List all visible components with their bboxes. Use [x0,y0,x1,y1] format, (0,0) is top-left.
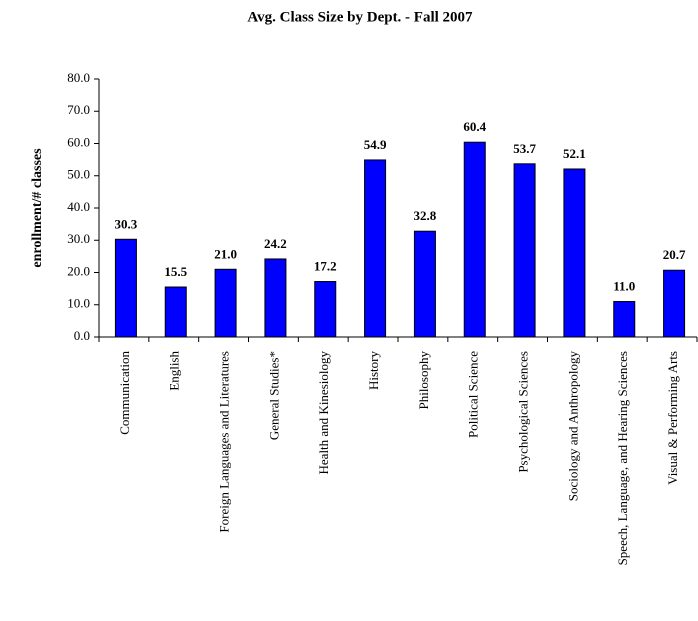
data-label: 53.7 [513,141,536,156]
chart-title: Avg. Class Size by Dept. - Fall 2007 [247,9,473,25]
y-tick-label: 60.0 [67,134,90,149]
y-tick-label: 80.0 [67,70,90,85]
y-tick-label: 70.0 [67,102,90,117]
x-tick-label: Communication [117,351,132,435]
y-tick-label: 10.0 [67,296,90,311]
y-tick-label: 40.0 [67,199,90,214]
data-label: 21.0 [214,246,237,261]
x-tick-label: Political Science [466,351,481,438]
y-tick-label: 0.0 [74,328,90,343]
x-tick-label: Foreign Languages and Literatures [217,351,232,533]
bar [413,230,436,338]
bar [164,286,187,338]
bar [114,238,137,338]
y-tick-label: 30.0 [67,231,90,246]
x-tick-label: English [167,351,182,391]
x-tick-label: General Studies* [266,351,281,440]
y-axis-label: enrollment/# classes [30,148,45,268]
bar [563,168,586,338]
x-tick-label: Visual & Performing Arts [665,351,680,485]
x-tick-label: History [366,351,381,391]
data-label: 60.4 [463,119,486,134]
bar [513,163,536,338]
data-label: 54.9 [364,137,387,152]
bar [214,268,237,338]
x-tick-label: Psychological Sciences [516,351,531,473]
data-label: 30.3 [115,216,138,231]
data-label: 15.5 [164,264,187,279]
y-tick-label: 20.0 [67,263,90,278]
x-tick-label: Health and Kinesiology [316,351,331,475]
data-label: 17.2 [314,259,337,274]
data-label: 24.2 [264,236,287,251]
bar [364,159,387,338]
bar [463,141,486,338]
bar [314,281,337,338]
data-label: 32.8 [414,208,437,223]
x-tick-label: Philosophy [416,351,431,410]
y-tick-label: 50.0 [67,167,90,182]
bar [264,258,287,338]
bar [613,301,636,338]
data-label: 11.0 [613,279,635,294]
bar [663,269,686,338]
x-tick-label: Sociology and Anthropology [565,351,580,502]
x-tick-label: Speech, Language, and Hearing Sciences [615,351,630,565]
data-label: 20.7 [663,247,686,262]
data-label: 52.1 [563,146,586,161]
